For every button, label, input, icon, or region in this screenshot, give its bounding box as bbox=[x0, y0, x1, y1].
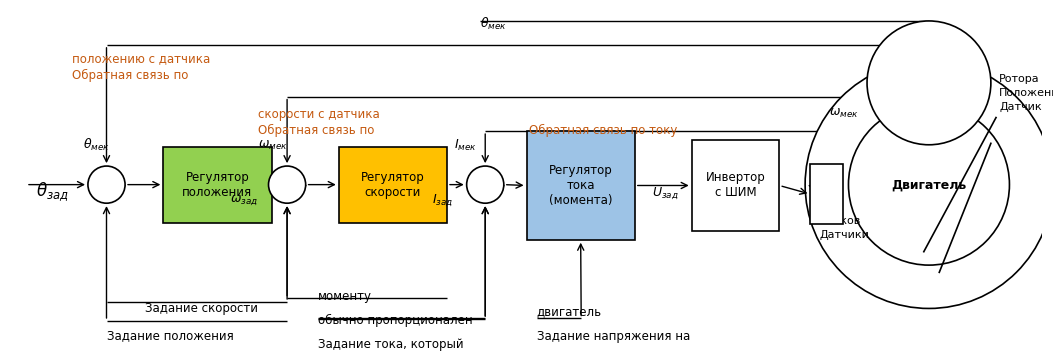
Ellipse shape bbox=[88, 166, 125, 203]
Text: $\omega_{мек}$: $\omega_{мек}$ bbox=[829, 107, 858, 120]
Text: $\omega_{мек}$: $\omega_{мек}$ bbox=[258, 138, 287, 151]
Text: Регулятор
тока
(момента): Регулятор тока (момента) bbox=[549, 164, 613, 207]
Text: токов: токов bbox=[828, 216, 861, 226]
Text: $\omega_{зад}$: $\omega_{зад}$ bbox=[231, 193, 258, 207]
Text: Регулятор
скорости: Регулятор скорости bbox=[361, 171, 424, 199]
Text: моменту: моменту bbox=[318, 290, 372, 303]
Text: обычно пропорционален: обычно пропорционален bbox=[318, 314, 473, 327]
Text: Обратная связь по току: Обратная связь по току bbox=[529, 124, 677, 137]
Text: Задание скорости: Задание скорости bbox=[144, 302, 258, 315]
Bar bbox=[339, 147, 448, 222]
Text: Положения: Положения bbox=[999, 88, 1053, 98]
Text: $I_{зад}$: $I_{зад}$ bbox=[432, 192, 453, 208]
Text: Ротора: Ротора bbox=[999, 74, 1039, 84]
Ellipse shape bbox=[867, 21, 991, 145]
Ellipse shape bbox=[466, 166, 503, 203]
Text: $U_{зад}$: $U_{зад}$ bbox=[653, 185, 679, 201]
Text: Датчик: Датчик bbox=[999, 102, 1041, 112]
Text: двигатель: двигатель bbox=[537, 305, 602, 318]
Text: скорости с датчика: скорости с датчика bbox=[258, 108, 380, 121]
Text: Задание напряжения на: Задание напряжения на bbox=[537, 329, 690, 342]
Ellipse shape bbox=[806, 61, 1053, 308]
Text: положению с датчика: положению с датчика bbox=[73, 52, 211, 65]
Bar bbox=[811, 164, 843, 224]
Text: Задание положения: Задание положения bbox=[106, 329, 234, 342]
Bar bbox=[163, 147, 272, 222]
Text: Инвертор
с ШИМ: Инвертор с ШИМ bbox=[706, 171, 766, 200]
Ellipse shape bbox=[849, 104, 1010, 265]
Text: Датчики: Датчики bbox=[819, 230, 870, 240]
Text: $\theta_{зад}$: $\theta_{зад}$ bbox=[37, 180, 69, 203]
Text: $\theta_{мек}$: $\theta_{мек}$ bbox=[480, 16, 506, 32]
Bar bbox=[692, 140, 779, 231]
Text: Обратная связь по: Обратная связь по bbox=[73, 69, 188, 82]
Bar bbox=[526, 131, 635, 240]
Text: Задание тока, который: Задание тока, который bbox=[318, 338, 463, 351]
Text: Обратная связь по: Обратная связь по bbox=[258, 124, 375, 137]
Text: Двигатель: Двигатель bbox=[891, 178, 967, 191]
Ellipse shape bbox=[269, 166, 305, 203]
Text: $I_{мек}$: $I_{мек}$ bbox=[454, 137, 477, 152]
Text: $\theta_{мек}$: $\theta_{мек}$ bbox=[83, 137, 110, 153]
Text: Регулятор
положения: Регулятор положения bbox=[182, 171, 253, 199]
